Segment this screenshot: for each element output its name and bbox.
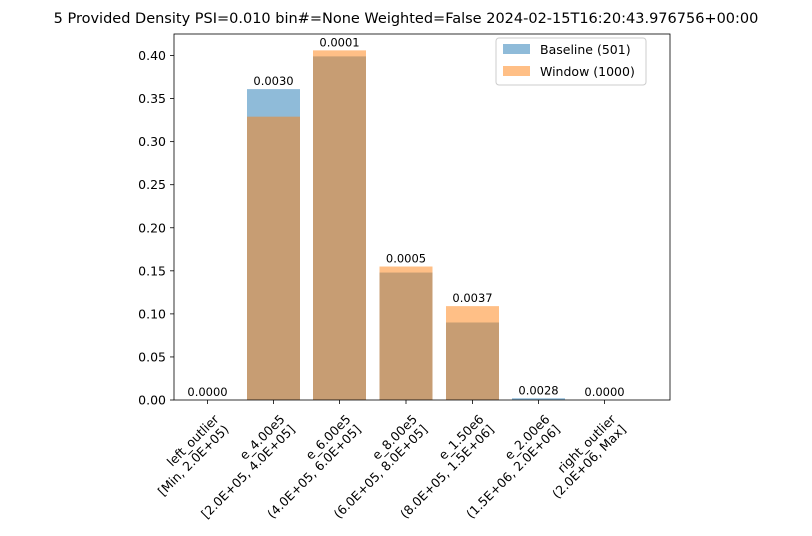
bar-window-3 (379, 266, 433, 400)
y-tick-label: 0.10 (138, 306, 166, 321)
bar-label-6: 0.0000 (584, 385, 624, 399)
legend: Baseline (501) Window (1000) (495, 37, 647, 86)
bars-group (247, 50, 565, 400)
legend-swatch-1 (503, 66, 530, 76)
y-tick-label: 0.40 (138, 48, 166, 63)
bar-baseline-5 (512, 398, 565, 400)
legend-label-1: Window (1000) (540, 64, 635, 79)
bar-label-2: 0.0001 (319, 35, 359, 49)
bar-label-4: 0.0037 (452, 291, 492, 305)
y-tick-label: 0.35 (138, 91, 166, 106)
bar-window-2 (313, 50, 366, 400)
legend-label-0: Baseline (501) (540, 42, 631, 57)
x-axis: left_outlier[Min, 2.0E+05) e_4.00e5[2.0E+… (144, 400, 629, 521)
bar-labels-group: 0.0000 0.0030 0.0001 0.0005 0.0037 0.0028 0.00… (187, 35, 624, 399)
y-axis: 0.00 0.05 0.10 0.15 0.20 0.25 0.30 0.35 0.40 (138, 48, 174, 408)
y-tick-label: 0.00 (138, 393, 166, 408)
plot-frame (173, 33, 671, 401)
bar-window-4 (446, 306, 499, 400)
y-tick-label: 0.05 (138, 349, 166, 364)
chart-title: 5 Provided Density PSI=0.010 bin#=None W… (54, 11, 759, 27)
y-tick-label: 0.25 (138, 177, 166, 192)
y-tick-label: 0.15 (138, 263, 166, 278)
legend-box (495, 37, 647, 86)
bar-window-1 (247, 116, 300, 400)
bar-label-5: 0.0028 (518, 383, 558, 397)
x-tick-label: left_outlier[Min, 2.0E+05) (144, 411, 232, 499)
bar-label-0: 0.0000 (187, 385, 227, 399)
bar-label-3: 0.0005 (386, 252, 426, 266)
y-tick-label: 0.20 (138, 220, 166, 235)
legend-swatch-0 (503, 44, 530, 54)
bar-label-1: 0.0030 (253, 74, 293, 88)
y-tick-label: 0.30 (138, 134, 166, 149)
